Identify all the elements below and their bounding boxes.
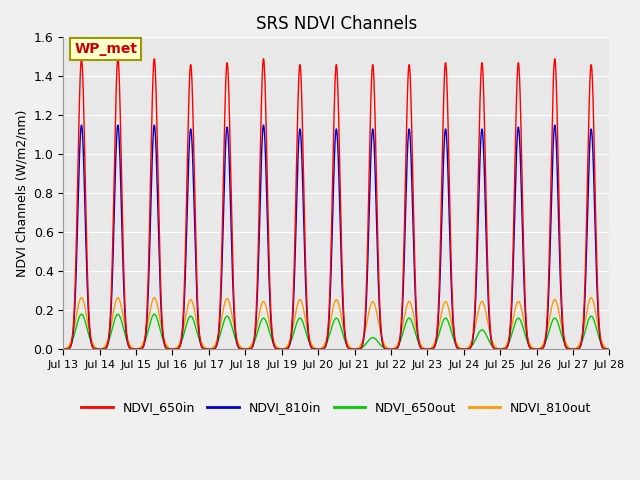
NDVI_650in [176, 342, 184, 348]
NDVI_650out [604, 346, 611, 352]
NDVI_650out [490, 344, 497, 350]
Legend: NDVI_650in, NDVI_810in, NDVI_650out, NDVI_810out: NDVI_650in, NDVI_810in, NDVI_650out, NDV… [76, 396, 596, 419]
Y-axis label: NDVI Channels (W/m2/nm): NDVI Channels (W/m2/nm) [15, 109, 28, 277]
NDVI_650in [412, 289, 419, 295]
Line: NDVI_650in: NDVI_650in [63, 59, 609, 349]
NDVI_810out [171, 346, 179, 351]
Line: NDVI_810in: NDVI_810in [63, 125, 609, 349]
NDVI_810out [490, 341, 497, 347]
NDVI_650in [490, 344, 497, 350]
NDVI_810out [604, 346, 611, 351]
Text: WP_met: WP_met [74, 42, 137, 56]
NDVI_810in [176, 343, 184, 349]
NDVI_810out [176, 339, 184, 345]
NDVI_810out [264, 311, 271, 317]
NDVI_810in [604, 347, 611, 352]
NDVI_650in [60, 347, 67, 352]
NDVI_810in [490, 345, 497, 350]
NDVI_810in [171, 347, 179, 352]
NDVI_810in [605, 347, 613, 352]
NDVI_650out [605, 346, 613, 352]
NDVI_650in [171, 347, 179, 352]
NDVI_810in [77, 122, 85, 128]
NDVI_810out [77, 295, 85, 300]
NDVI_810out [412, 323, 419, 329]
NDVI_810out [60, 346, 67, 352]
NDVI_650out [412, 331, 419, 337]
NDVI_650in [605, 347, 613, 352]
NDVI_810out [605, 346, 613, 352]
Title: SRS NDVI Channels: SRS NDVI Channels [256, 15, 417, 33]
NDVI_650out [176, 341, 184, 347]
NDVI_810in [264, 233, 271, 239]
NDVI_650in [604, 347, 611, 352]
Line: NDVI_810out: NDVI_810out [63, 298, 609, 349]
NDVI_650in [77, 56, 85, 61]
NDVI_650out [77, 312, 85, 317]
NDVI_650out [171, 346, 179, 352]
NDVI_650out [264, 324, 271, 329]
NDVI_810in [412, 302, 419, 308]
Line: NDVI_650out: NDVI_650out [63, 314, 609, 349]
NDVI_810in [60, 347, 67, 352]
NDVI_650in [264, 200, 271, 205]
NDVI_650out [60, 346, 67, 352]
